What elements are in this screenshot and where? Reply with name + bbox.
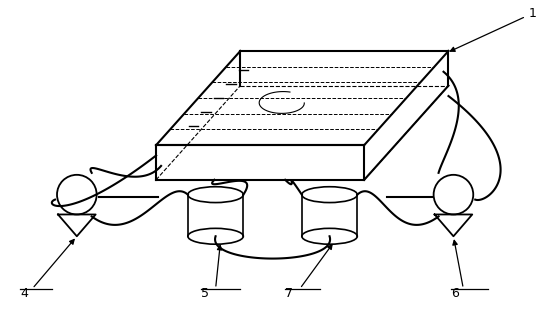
Text: 4: 4 [20, 287, 28, 300]
Text: 5: 5 [200, 287, 209, 300]
Text: 1: 1 [450, 7, 536, 51]
Text: 6: 6 [451, 287, 459, 300]
Text: 7: 7 [285, 287, 293, 300]
